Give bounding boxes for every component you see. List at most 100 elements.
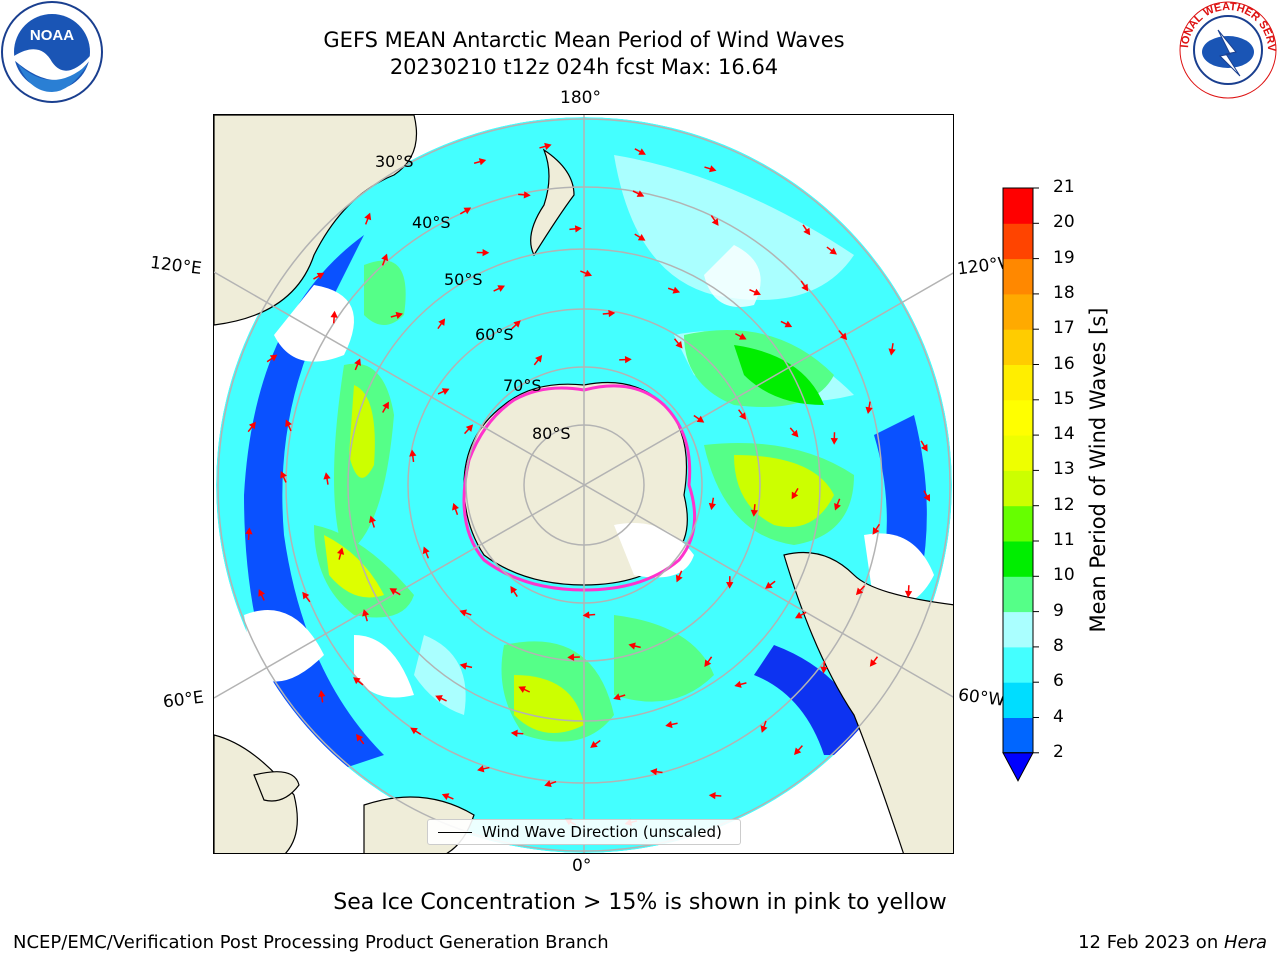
footer-machine: Hera	[1223, 932, 1267, 953]
wind-arrow-head	[381, 253, 389, 262]
wind-arrow-head	[904, 590, 913, 598]
wind-arrow-head	[675, 574, 683, 583]
chart-subtitle: 20230210 t12z 024h fcst Max: 16.64	[389, 55, 779, 79]
colorbar-segment	[1003, 470, 1033, 507]
wind-arrow-head	[463, 207, 472, 215]
wind-arrow-head	[830, 437, 838, 445]
sea-ice-caption: Sea Ice Concentration > 15% is shown in …	[333, 890, 947, 915]
graticule	[214, 115, 953, 853]
wind-arrow-head	[395, 311, 403, 319]
colorbar-tick-label: 15	[1053, 388, 1075, 409]
colorbar-tick-label: 16	[1053, 353, 1075, 374]
wind-arrow-head	[704, 659, 712, 668]
footer-credit: NCEP/EMC/Verification Post Processing Pr…	[13, 932, 609, 953]
wind-arrow-head	[872, 527, 880, 535]
wind-arrow-head	[801, 283, 809, 292]
wind-arrow-head	[829, 247, 837, 255]
wind-arrow-head	[624, 355, 632, 364]
wind-arrow-head	[628, 642, 636, 650]
wind-arrow-head	[382, 401, 389, 410]
wind-arrow-head	[330, 310, 338, 318]
footer-date-text: 12 Feb 2023 on	[1078, 932, 1224, 953]
wind-arrow-head	[734, 680, 742, 688]
wind-arrow-head	[410, 727, 418, 735]
wind-arrow-head	[613, 693, 621, 701]
wind-arrow-head	[477, 765, 485, 773]
polar-map	[214, 115, 953, 853]
colorbar-segment	[1003, 364, 1033, 401]
wind-arrow-head	[709, 165, 717, 173]
wind-arrow-head	[318, 689, 326, 698]
wind-arrows	[245, 142, 930, 826]
lon-label-120e: 120°E	[148, 252, 203, 280]
colorbar-tick-label: 19	[1053, 247, 1075, 268]
noaa-logo: NOAA	[1, 1, 103, 103]
wind-arrow-head	[337, 547, 345, 555]
lon-label-0: 0°	[572, 856, 592, 876]
wind-arrow-head	[258, 589, 265, 597]
colorbar-tick-label: 10	[1053, 565, 1075, 586]
colorbar-segment	[1003, 399, 1033, 436]
colorbar-segment	[1003, 576, 1033, 613]
wind-arrow-head	[482, 248, 490, 257]
wind-arrow-head	[784, 320, 793, 328]
wind-arrow-head	[760, 725, 768, 733]
colorbar-segment	[1003, 188, 1033, 224]
colorbar-segment	[1003, 435, 1033, 471]
wind-arrow-head	[636, 190, 645, 197]
wind-arrow-head	[923, 494, 930, 502]
colorbar-tick-label: 9	[1053, 600, 1064, 621]
colorbar-segment	[1003, 258, 1033, 295]
colorbar-tick-label: 12	[1053, 494, 1075, 515]
wind-arrow-head	[855, 587, 864, 596]
colorbar-segment	[1003, 223, 1033, 260]
wind-arrow-head	[637, 234, 646, 241]
wind-arrow-head	[567, 653, 575, 661]
wind-arrow-head	[510, 729, 518, 737]
colorbar-tick-label: 14	[1053, 424, 1075, 445]
colorbar	[1002, 187, 1039, 782]
wind-arrow-head	[711, 218, 719, 226]
wind-arrow-head	[535, 355, 543, 363]
wind-arrow-head	[820, 666, 828, 674]
wind-arrow-head	[865, 406, 873, 414]
wind-arrow-head	[438, 318, 446, 326]
wind-arrow-head	[452, 502, 459, 511]
colorbar-segment	[1003, 541, 1033, 577]
wind-arrow-head	[708, 791, 716, 800]
wind-arrow-head	[584, 269, 592, 277]
wind-arrow-head	[353, 677, 361, 685]
wind-arrow-head	[750, 509, 758, 517]
lat-label-30s: 30°S	[375, 152, 414, 171]
map-legend: Wind Wave Direction (unscaled)	[427, 819, 741, 845]
colorbar-tick-label: 17	[1053, 318, 1075, 339]
wind-arrow-head	[316, 272, 325, 280]
wind-arrow-head	[409, 449, 417, 457]
wind-arrow-head	[285, 419, 292, 428]
wind-arrow-head	[356, 733, 364, 742]
colorbar-tick-label: 6	[1053, 671, 1064, 692]
wind-arrow-head	[590, 741, 598, 748]
wind-arrow-head	[478, 158, 487, 166]
colorbar-under-arrow	[1002, 752, 1034, 782]
wind-arrow-head	[523, 191, 531, 199]
wind-arrow-head	[791, 429, 799, 438]
lat-label-50s: 50°S	[444, 270, 483, 289]
wind-arrow-head	[650, 768, 658, 776]
wind-arrow-head	[765, 581, 773, 589]
colorbar-segment	[1003, 717, 1033, 754]
wind-arrow-head	[323, 472, 331, 480]
wind-arrow-head	[739, 412, 747, 420]
wind-arrow-head	[794, 747, 802, 755]
wind-arrow-head	[280, 471, 287, 479]
colorbar-tick-label: 20	[1053, 212, 1075, 233]
wind-arrow-head	[608, 309, 616, 318]
wind-arrow-head	[362, 609, 370, 617]
wind-arrow-head	[497, 285, 505, 292]
colorbar-title: Mean Period of Wind Waves [s]	[1086, 307, 1110, 633]
wind-arrow-head	[738, 333, 747, 340]
wind-arrow-head	[510, 586, 518, 594]
wind-arrow-head	[441, 793, 450, 801]
colorbar-tick-label: 21	[1053, 177, 1075, 197]
wind-arrow-head	[422, 546, 430, 555]
